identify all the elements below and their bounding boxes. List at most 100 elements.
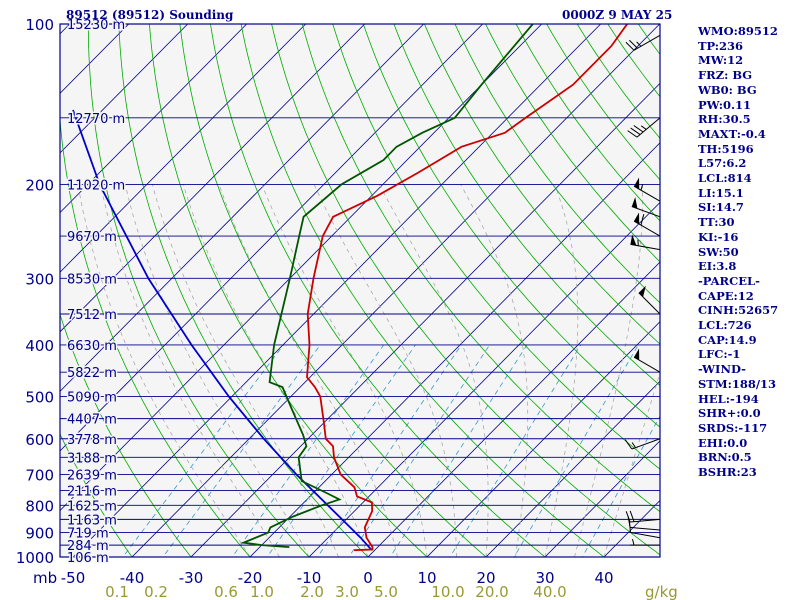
- mixing-ratio-line: [266, 344, 416, 557]
- index-line: LI:15.1: [698, 185, 744, 200]
- dry-adiabat-line: [60, 313, 192, 557]
- index-line: STM:188/13: [698, 376, 777, 391]
- mixing-ratio-label: 0.2: [144, 583, 168, 600]
- index-line: SW:50: [698, 244, 739, 259]
- pressure-unit-label: mb: [33, 569, 57, 587]
- index-line: SI:14.7: [698, 200, 744, 215]
- wind-barb: [625, 510, 661, 523]
- index-line: LFC:-1: [698, 347, 741, 362]
- height-label: 2639 m: [67, 468, 117, 483]
- isotherm-line: [544, 440, 660, 557]
- index-line: BRN:0.5: [698, 450, 752, 465]
- wind-barbs: [624, 34, 661, 546]
- dry-adiabat-line: [301, 24, 660, 513]
- temperature-tick-label: -40: [120, 569, 145, 587]
- index-line: FRZ: BG: [698, 68, 753, 83]
- index-line: WMO:89512: [698, 24, 778, 38]
- isotherm-line: [0, 24, 11, 568]
- index-line: MW:12: [698, 53, 744, 68]
- index-line: -WIND-: [698, 362, 746, 377]
- isotherm-line: [60, 24, 306, 273]
- index-line: TP:236: [698, 38, 744, 53]
- isotherm-line: [72, 24, 601, 557]
- index-line: L57:6.2: [698, 156, 747, 171]
- isotherm-line: [60, 24, 247, 214]
- dry-adiabat-line: [179, 24, 487, 557]
- height-label: 9670 m: [67, 230, 117, 245]
- mixing-ratio-label: 10.0: [431, 583, 464, 600]
- isotherm-line: [60, 24, 424, 392]
- isotherm-line: [60, 24, 365, 333]
- temperature-tick-label: 20: [476, 569, 495, 587]
- mixing-ratio-label: 20.0: [475, 583, 508, 600]
- height-label: 8530 m: [67, 272, 117, 287]
- isotherm-line: [60, 24, 70, 35]
- moist-adiabat-line: [77, 184, 251, 557]
- pressure-tick-label: 1000: [16, 549, 54, 567]
- dry-adiabat-lines: [60, 24, 660, 557]
- pressure-tick-label: 800: [25, 497, 54, 515]
- pressure-tick-label: 400: [25, 337, 54, 355]
- wind-barb: [630, 234, 661, 251]
- plot-frame: [59, 23, 661, 558]
- dry-adiabat-line: [60, 433, 133, 557]
- wind-barb: [627, 117, 661, 138]
- height-label: 106 m: [67, 551, 109, 566]
- wind-barb: [633, 212, 661, 237]
- temperature-tick-label: 0: [363, 569, 373, 587]
- height-label: 7512 m: [67, 308, 117, 323]
- height-label: 3778 m: [67, 433, 117, 448]
- mixing-ratio-label: 3.0: [335, 583, 359, 600]
- isotherm-line: [485, 380, 660, 557]
- mixing-ratio-line: [513, 344, 639, 557]
- sounding-profiles: [72, 24, 628, 552]
- dry-adiabat-line: [210, 24, 546, 557]
- index-line: RH:30.5: [698, 112, 751, 127]
- index-line: MAXT:-0.4: [698, 126, 766, 141]
- mixing-ratio-line: [231, 344, 385, 557]
- index-line: HEL:-194: [698, 391, 759, 406]
- wind-barb: [625, 34, 661, 51]
- pressure-tick-label: 500: [25, 389, 54, 407]
- temperature-tick-label: 30: [535, 569, 554, 587]
- mixing-ratio-label: 0.6: [214, 583, 238, 600]
- index-line: EHI:0.0: [698, 435, 748, 450]
- wind-barb: [624, 438, 661, 450]
- height-label: 284 m: [67, 539, 109, 554]
- height-label: 5090 m: [67, 391, 117, 406]
- mixing-ratio-line: [162, 344, 321, 557]
- height-label: 6630 m: [67, 339, 117, 354]
- isotherm-lines: [0, 24, 660, 568]
- pressure-tick-label: 700: [25, 466, 54, 484]
- dry-adiabat-line: [118, 24, 369, 557]
- index-line: -PARCEL-: [698, 273, 760, 288]
- mixing-ratio-label: 2.0: [300, 583, 324, 600]
- index-line: PW:0.11: [698, 97, 752, 112]
- mixing-ratio-label: 0.1: [105, 583, 129, 600]
- mixing-ratio-unit-label: g/kg: [645, 583, 678, 600]
- height-label: 5822 m: [67, 366, 117, 381]
- mixing-ratio-line: [449, 344, 582, 557]
- isotherm-line: [60, 24, 483, 452]
- pressure-tick-label: 300: [25, 270, 54, 288]
- mixing-ratio-line: [122, 344, 284, 557]
- temperature-tick-label: -30: [179, 569, 204, 587]
- temperature-trace: [306, 24, 628, 552]
- height-label: 1625 m: [67, 499, 117, 514]
- wind-barb: [638, 285, 661, 315]
- isotherm-line: [60, 24, 188, 154]
- isotherm-line: [367, 261, 660, 557]
- height-label: 12770 m: [67, 112, 125, 127]
- index-line: CINH:52657: [698, 303, 779, 318]
- mixing-ratio-label: 40.0: [533, 583, 566, 600]
- dry-adiabat-line: [362, 24, 660, 428]
- dry-adiabat-line: [87, 24, 310, 557]
- height-label: 3188 m: [67, 451, 117, 466]
- dry-adiabat-line: [271, 24, 660, 556]
- wind-barb: [633, 348, 661, 373]
- valid-time: 0000Z 9 MAY 25: [562, 8, 673, 22]
- parcel-trace: [72, 109, 373, 551]
- height-label: 11020 m: [67, 178, 125, 193]
